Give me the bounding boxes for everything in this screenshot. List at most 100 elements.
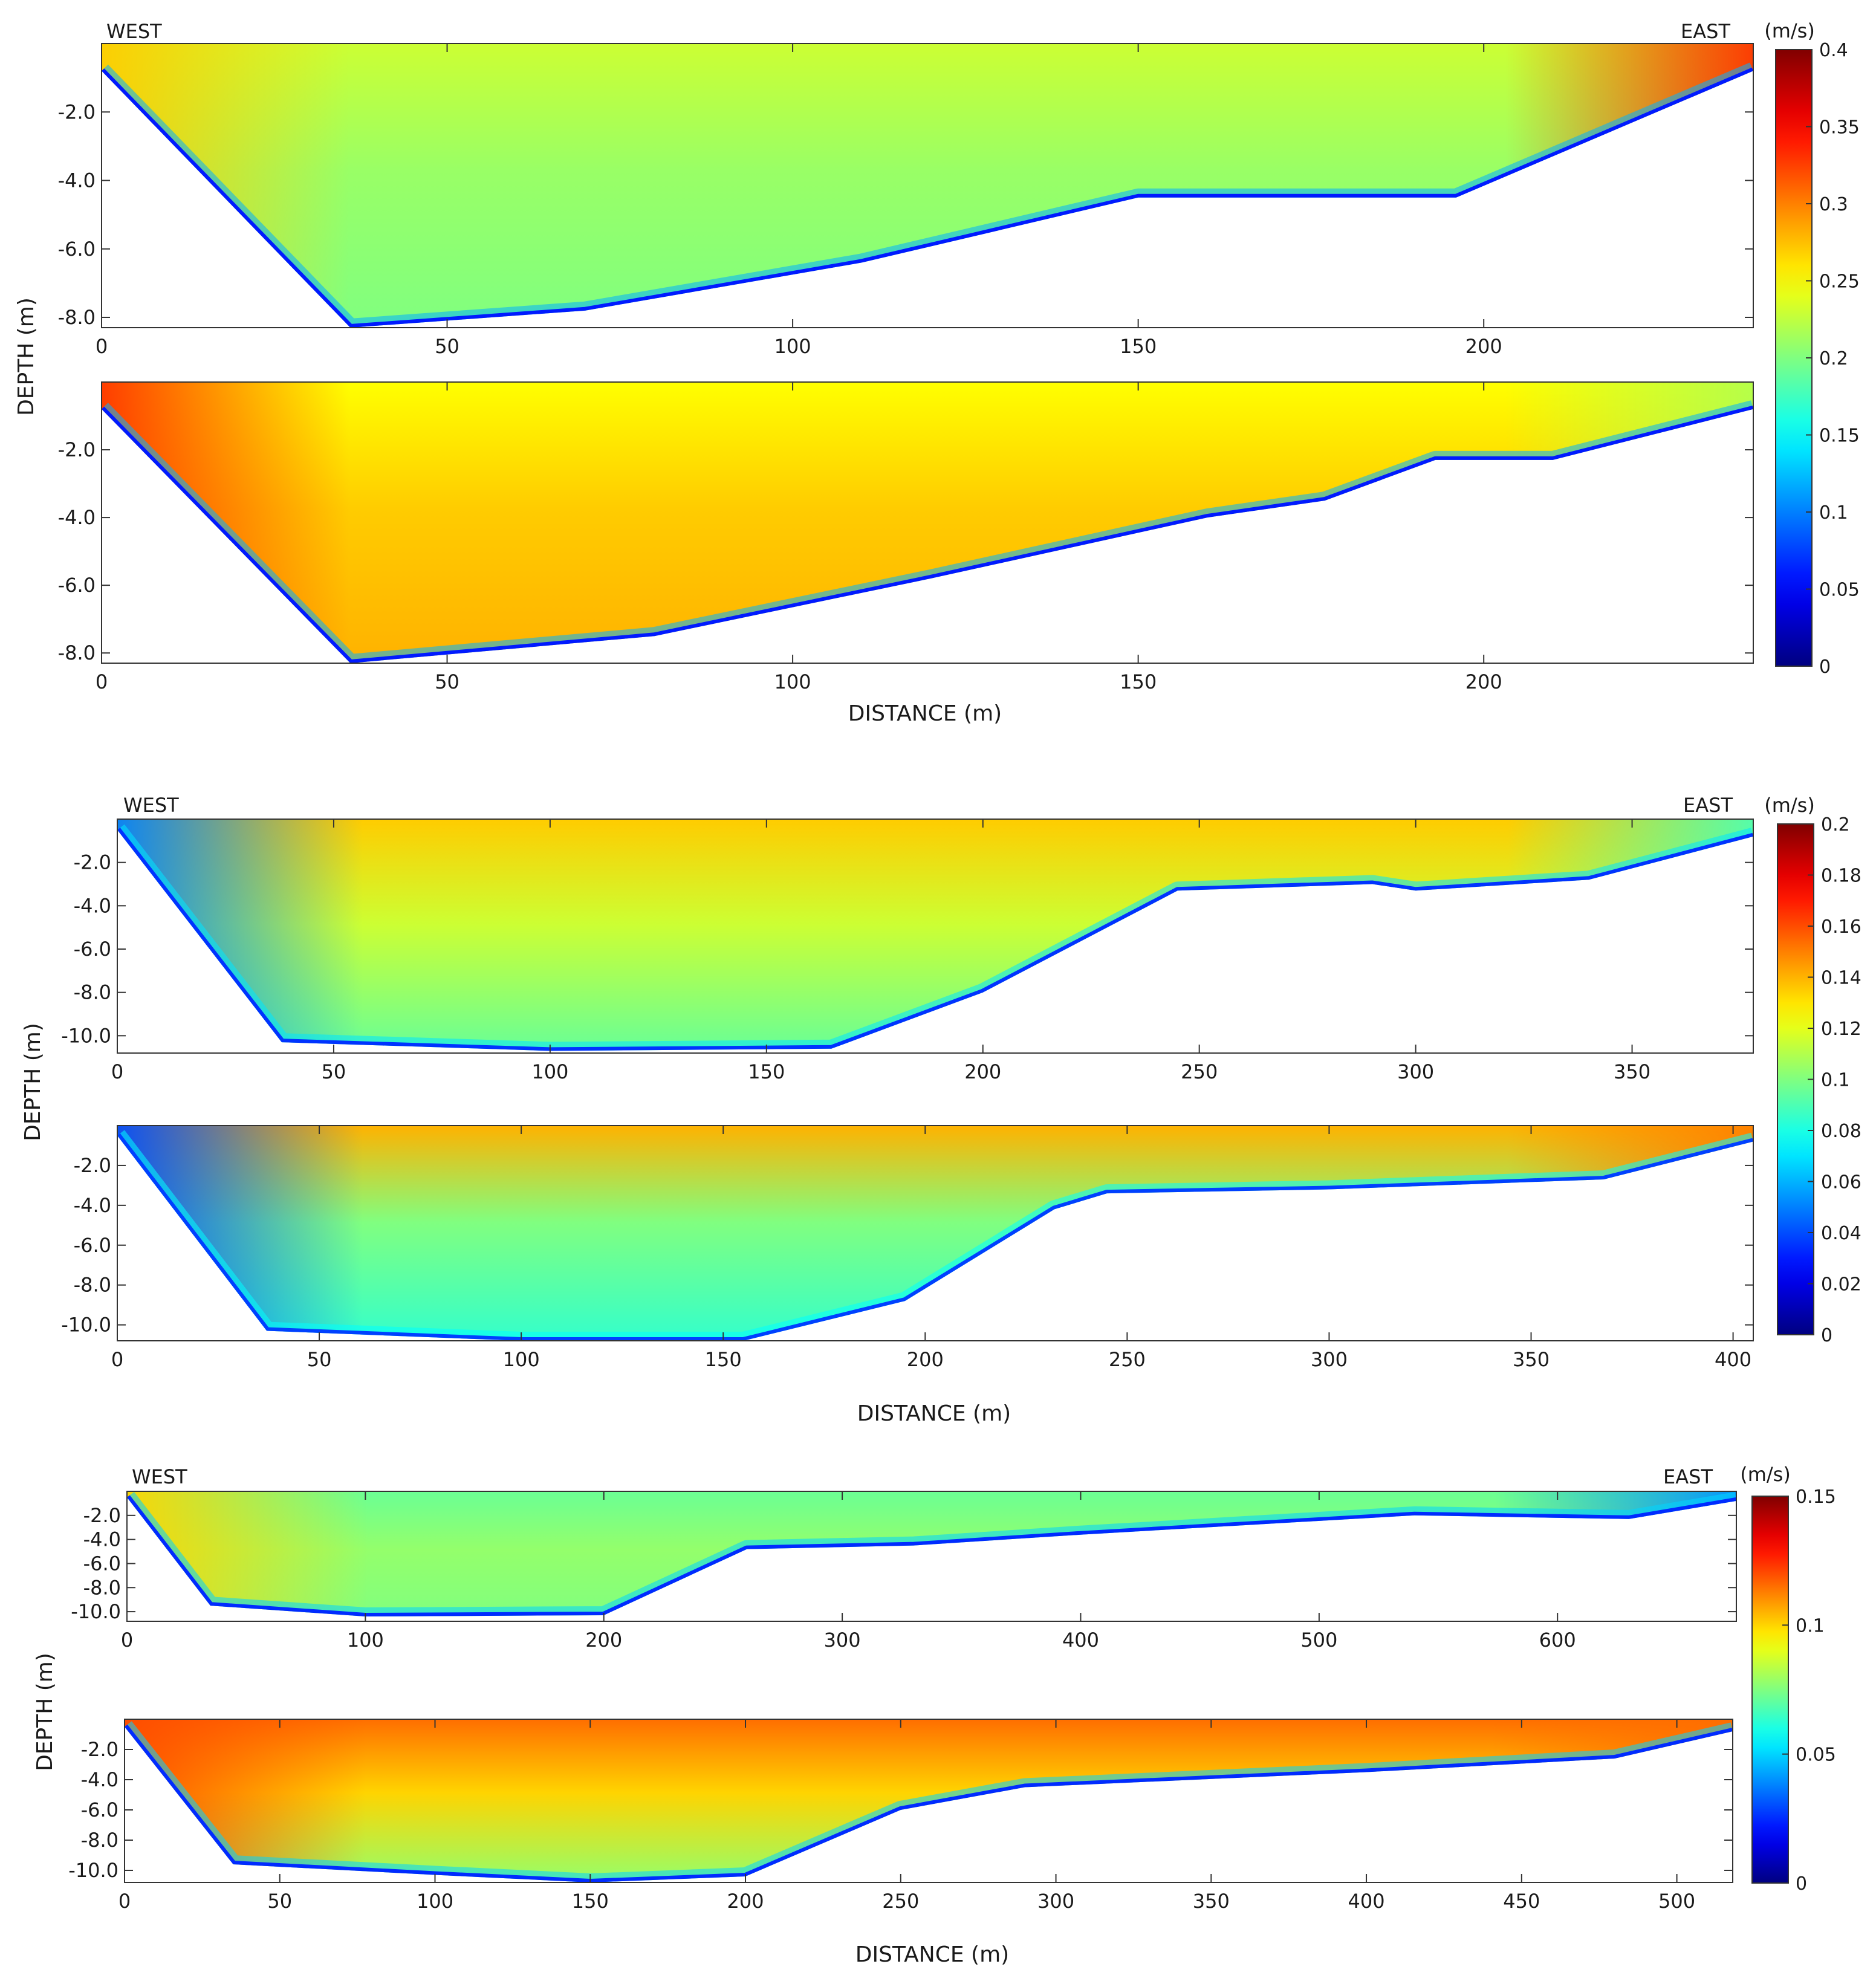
y-tick-label: -2.0 — [58, 438, 96, 461]
x-tick-label: 200 — [1465, 335, 1502, 358]
x-tick-label: 250 — [1109, 1348, 1146, 1371]
distance-axis-label: DISTANCE (m) — [848, 701, 1002, 726]
y-tick-label: -8.0 — [58, 306, 96, 329]
y-tick-label: -4.0 — [83, 1528, 121, 1551]
colorbar-units-label: (m/s) — [1740, 1463, 1791, 1486]
y-tick-label: -4.0 — [74, 1194, 111, 1217]
x-tick-label: 200 — [964, 1060, 1001, 1083]
y-tick-label: -6.0 — [74, 1234, 111, 1257]
x-tick-label: 50 — [435, 670, 459, 693]
section-panel-1-bottom: 0 50 100 150 200 -2.0 -4.0 -6.0 -8.0 — [58, 381, 1754, 693]
y-tick-label: -4.0 — [74, 894, 111, 917]
west-label: WEST — [132, 1465, 187, 1488]
y-tick-label: -8.0 — [81, 1829, 118, 1852]
colorbar-tick-label: 0.15 — [1819, 426, 1860, 447]
axes-frame — [117, 1125, 1754, 1341]
y-tick-label: -2.0 — [58, 100, 96, 123]
y-tick-label: -2.0 — [83, 1504, 121, 1527]
x-tick-label: 100 — [347, 1629, 384, 1652]
colorbar-tick-label: 0.06 — [1821, 1172, 1861, 1193]
colorbar: 0 0.02 0.04 0.06 0.08 0.1 0.12 0.14 0.16 0.18 0.2 — [1777, 814, 1861, 1346]
axes-frame — [124, 1719, 1733, 1883]
y-tick-label: -10.0 — [71, 1600, 121, 1623]
y-tick-label: -8.0 — [74, 1274, 111, 1297]
x-tick-label: 200 — [1465, 670, 1502, 693]
colorbar-tick-label: 0.05 — [1819, 580, 1860, 601]
y-tick-label: -6.0 — [83, 1552, 121, 1575]
colorbar-tick-label: 0.15 — [1796, 1486, 1836, 1508]
x-tick-label: 50 — [322, 1060, 346, 1083]
colorbar-tick-label: 0 — [1821, 1325, 1832, 1346]
x-tick-label: 300 — [1397, 1060, 1434, 1083]
x-tick-label: 0 — [111, 1348, 123, 1371]
x-tick-label: 0 — [118, 1890, 131, 1913]
colorbar-tick-label: 0.35 — [1819, 117, 1860, 138]
colorbar: 0 0.05 0.1 0.15 0.2 0.25 0.3 0.35 0.4 — [1775, 40, 1860, 678]
section-panel-1-top: 0 50 100 150 200 -2.0 -4.0 -6.0 -8.0 — [58, 43, 1754, 358]
axes-frame — [126, 1491, 1737, 1622]
x-tick-label: 500 — [1300, 1629, 1337, 1652]
colorbar: 0 0.05 0.1 0.15 — [1751, 1486, 1836, 1895]
y-tick-label: -10.0 — [68, 1859, 118, 1882]
x-tick-label: 400 — [1062, 1629, 1099, 1652]
x-tick-label: 0 — [111, 1060, 123, 1083]
y-tick-label: -6.0 — [58, 574, 96, 597]
x-tick-label: 0 — [96, 335, 108, 358]
colorbar-tick-label: 0.1 — [1821, 1070, 1850, 1091]
x-tick-label: 150 — [705, 1348, 742, 1371]
y-tick-label: -8.0 — [58, 641, 96, 664]
y-tick-label: -2.0 — [81, 1738, 118, 1761]
x-tick-label: 100 — [417, 1890, 453, 1913]
y-tick-label: -2.0 — [74, 851, 111, 874]
x-tick-label: 200 — [585, 1629, 622, 1652]
colorbar-tick-label: 0.1 — [1796, 1615, 1825, 1636]
y-tick-label: -4.0 — [58, 506, 96, 529]
x-tick-label: 150 — [748, 1060, 785, 1083]
x-tick-label: 100 — [531, 1060, 568, 1083]
colorbar-tick-label: 0.3 — [1819, 194, 1848, 215]
x-tick-label: 300 — [1311, 1348, 1348, 1371]
colorbar-tick-label: 0.12 — [1821, 1019, 1861, 1040]
x-tick-label: 50 — [435, 335, 459, 358]
colorbar-tick-label: 0.25 — [1819, 271, 1860, 293]
bank-velocity-layer — [102, 382, 1753, 663]
x-tick-label: 600 — [1539, 1629, 1576, 1652]
x-tick-label: 400 — [1348, 1890, 1385, 1913]
x-tick-label: 350 — [1193, 1890, 1230, 1913]
x-tick-label: 400 — [1715, 1348, 1751, 1371]
colorbar-tick-label: 0.1 — [1819, 502, 1848, 524]
x-tick-label: 250 — [1181, 1060, 1218, 1083]
x-tick-label: 300 — [824, 1629, 861, 1652]
colorbar-tick-label: 0.05 — [1796, 1745, 1836, 1766]
x-tick-label: 350 — [1513, 1348, 1550, 1371]
section-panel-2-bottom: 0 50 100 150 200 250 300 350 400 -2.0 -4.0 -6.0 -8.0… — [61, 1125, 1754, 1371]
y-tick-label: -4.0 — [58, 169, 96, 192]
x-tick-label: 100 — [774, 670, 811, 693]
bed-boundary-core — [102, 67, 1753, 328]
colorbar-tick-label: 0 — [1819, 656, 1831, 678]
x-tick-label: 150 — [1120, 670, 1157, 693]
y-tick-label: -6.0 — [81, 1798, 118, 1821]
y-tick-label: -8.0 — [83, 1576, 121, 1599]
depth-axis-label: DEPTH (m) — [33, 1653, 57, 1771]
x-tick-label: 100 — [503, 1348, 540, 1371]
colorbar-tick-label: 0.16 — [1821, 916, 1861, 938]
colorbar-ramp — [1751, 1496, 1789, 1884]
y-tick-label: -2.0 — [74, 1154, 111, 1177]
x-tick-label: 500 — [1658, 1890, 1695, 1913]
y-tick-label: -4.0 — [81, 1768, 118, 1791]
colorbar-tick-label: 0.14 — [1821, 968, 1861, 989]
x-tick-label: 200 — [907, 1348, 944, 1371]
east-label: EAST — [1663, 1465, 1713, 1488]
section-panel-2-top: 0 50 100 150 200 250 300 350 -2.0 -4.0 -6.0 -8.0 -10… — [61, 819, 1754, 1083]
depth-axis-label: DEPTH (m) — [21, 1023, 45, 1141]
x-tick-label: 0 — [121, 1629, 133, 1652]
x-tick-label: 100 — [774, 335, 811, 358]
x-tick-label: 150 — [1120, 335, 1157, 358]
bank-velocity-layer — [102, 44, 1753, 328]
colorbar-tick-label: 0.18 — [1821, 866, 1861, 887]
axes-frame — [117, 819, 1754, 1054]
x-tick-label: 50 — [267, 1890, 292, 1913]
west-label: WEST — [123, 794, 179, 817]
